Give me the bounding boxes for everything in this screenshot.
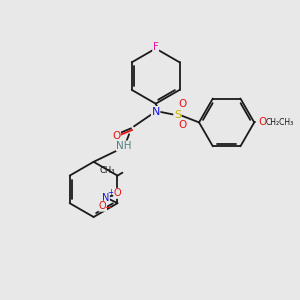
Text: +: +	[107, 188, 114, 197]
Text: O: O	[178, 99, 186, 109]
Text: −: −	[105, 203, 113, 213]
Text: O: O	[258, 117, 266, 128]
Text: S: S	[174, 110, 181, 119]
Text: CH₃: CH₃	[99, 166, 115, 175]
Text: O: O	[99, 201, 106, 211]
Text: F: F	[153, 41, 159, 52]
Text: NH: NH	[116, 141, 132, 151]
Text: N: N	[102, 193, 110, 203]
Text: O: O	[114, 188, 121, 198]
Text: O: O	[178, 120, 186, 130]
Text: CH₂CH₃: CH₂CH₃	[266, 118, 294, 127]
Text: N: N	[152, 106, 160, 117]
Text: O: O	[112, 131, 120, 141]
